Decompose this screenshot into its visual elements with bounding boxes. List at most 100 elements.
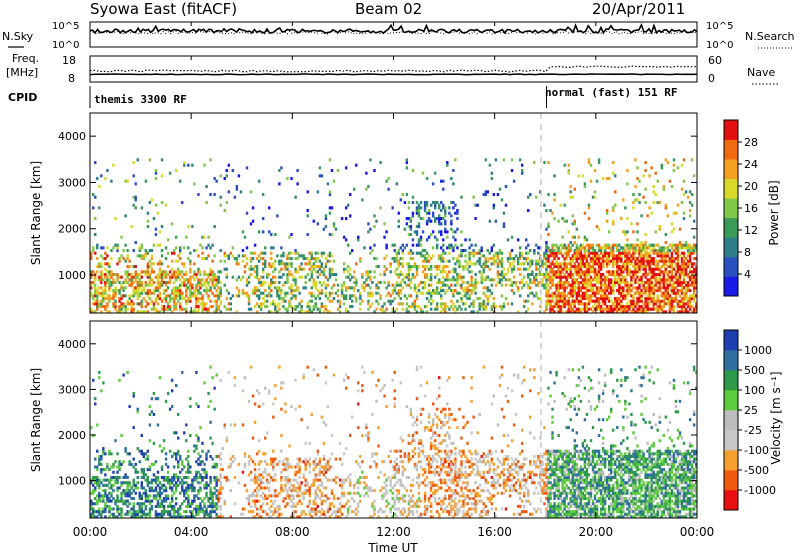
power-cell bbox=[460, 196, 462, 199]
power-cell bbox=[456, 209, 458, 212]
velocity-cell bbox=[135, 484, 137, 487]
power-cell bbox=[215, 300, 217, 303]
power-cell bbox=[523, 262, 525, 265]
power-cell bbox=[513, 268, 515, 271]
velocity-cell bbox=[280, 484, 282, 487]
power-cell bbox=[161, 300, 163, 303]
power-cell bbox=[527, 252, 529, 255]
velocity-cell bbox=[96, 450, 98, 453]
velocity-cell bbox=[278, 366, 280, 369]
power-cell bbox=[165, 257, 167, 260]
velocity-cell bbox=[104, 468, 106, 471]
power-cell bbox=[321, 174, 323, 177]
power-cell bbox=[205, 257, 207, 260]
power-cell bbox=[673, 158, 675, 161]
power-cell bbox=[141, 246, 143, 249]
power-cell bbox=[436, 308, 438, 311]
velocity-cell bbox=[147, 450, 149, 453]
power-cell bbox=[207, 244, 209, 247]
power-cell bbox=[159, 244, 161, 247]
velocity-cell bbox=[195, 460, 197, 463]
power-cell bbox=[130, 225, 132, 228]
power-cell bbox=[420, 201, 422, 204]
power-cell bbox=[165, 246, 167, 249]
power-cell bbox=[483, 292, 485, 295]
power-cell bbox=[404, 201, 406, 204]
power-cell bbox=[385, 246, 387, 249]
power-cell bbox=[470, 244, 472, 247]
power-cell bbox=[96, 270, 98, 273]
velocity-cell bbox=[193, 497, 195, 500]
power-cell bbox=[644, 161, 646, 164]
power-cell bbox=[430, 220, 432, 223]
velocity-cell bbox=[120, 434, 122, 437]
power-cell bbox=[584, 182, 586, 185]
power-cell bbox=[135, 278, 137, 281]
power-cell bbox=[640, 276, 642, 279]
power-cell bbox=[414, 308, 416, 311]
power-cell bbox=[102, 246, 104, 249]
power-cell bbox=[167, 302, 169, 305]
power-cell bbox=[149, 281, 151, 284]
power-cell bbox=[199, 273, 201, 276]
velocity-cell bbox=[181, 463, 183, 466]
power-cell bbox=[199, 292, 201, 295]
power-cell bbox=[545, 252, 547, 255]
power-cell bbox=[404, 228, 406, 231]
power-cell bbox=[557, 302, 559, 305]
power-cell bbox=[612, 222, 614, 225]
power-cell bbox=[181, 201, 183, 204]
velocity-cell bbox=[203, 468, 205, 471]
power-cell bbox=[268, 230, 270, 233]
power-cell bbox=[503, 305, 505, 308]
velocity-cell bbox=[181, 371, 183, 374]
power-cell bbox=[570, 246, 572, 249]
power-cell bbox=[290, 292, 292, 295]
freq-tick-low: 8 bbox=[68, 72, 75, 85]
power-cell bbox=[606, 265, 608, 268]
power-cell bbox=[450, 220, 452, 223]
power-cell bbox=[456, 228, 458, 231]
power-cell bbox=[385, 180, 387, 183]
velocity-cell bbox=[258, 439, 260, 442]
power-cell bbox=[565, 265, 567, 268]
power-cell bbox=[242, 249, 244, 252]
velocity-cell bbox=[92, 379, 94, 382]
velocity-cell bbox=[280, 513, 282, 516]
power-cell bbox=[124, 286, 126, 289]
power-cell bbox=[169, 308, 171, 311]
power-cell bbox=[173, 300, 175, 303]
velocity-cell bbox=[272, 465, 274, 468]
power-cell bbox=[693, 220, 695, 223]
power-cell bbox=[272, 265, 274, 268]
power-cell bbox=[325, 308, 327, 311]
power-cell bbox=[169, 270, 171, 273]
power-cell bbox=[418, 222, 420, 225]
power-cell bbox=[673, 164, 675, 167]
power-cell bbox=[452, 236, 454, 239]
power-cell bbox=[638, 201, 640, 204]
velocity-cell bbox=[179, 513, 181, 516]
velocity-cell bbox=[155, 481, 157, 484]
power-cell bbox=[185, 292, 187, 295]
power-cell bbox=[424, 249, 426, 252]
power-cell bbox=[521, 172, 523, 175]
power-cell bbox=[570, 241, 572, 244]
power-cell bbox=[580, 300, 582, 303]
velocity-cell bbox=[161, 450, 163, 453]
power-cell bbox=[646, 214, 648, 217]
power-cell bbox=[681, 289, 683, 292]
power-cell bbox=[246, 278, 248, 281]
power-cell bbox=[217, 297, 219, 300]
power-cell bbox=[343, 302, 345, 305]
power-cell bbox=[173, 252, 175, 255]
velocity-cell bbox=[185, 481, 187, 484]
power-cell bbox=[209, 300, 211, 303]
power-cell bbox=[454, 158, 456, 161]
power-cell bbox=[400, 198, 402, 201]
power-cell bbox=[689, 257, 691, 260]
power-cell bbox=[671, 302, 673, 305]
power-cell bbox=[519, 294, 521, 297]
power-cell bbox=[294, 281, 296, 284]
power-cell bbox=[262, 297, 264, 300]
